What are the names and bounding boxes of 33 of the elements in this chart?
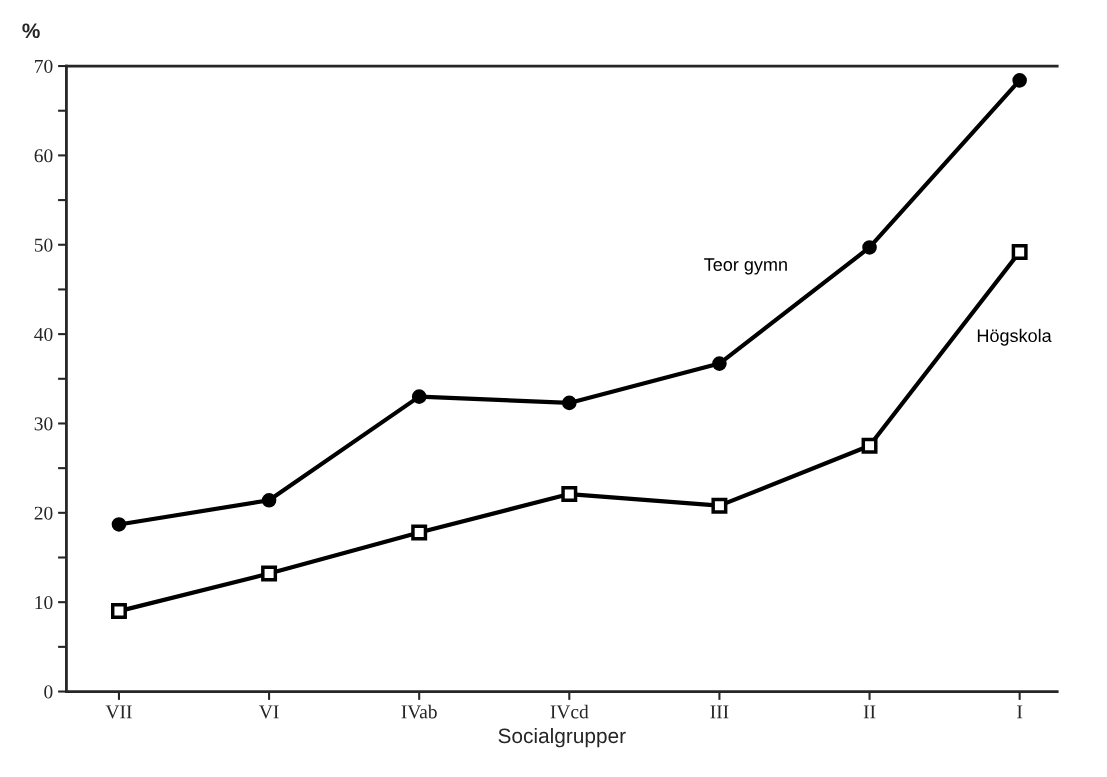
- point: [561, 486, 578, 503]
- x-tick-label: III: [710, 705, 729, 719]
- point: [711, 497, 728, 514]
- point: [111, 517, 127, 532]
- point: [1011, 243, 1028, 260]
- x-tick-label: IVab: [401, 704, 437, 719]
- x-axis-title: Socialgrupper: [498, 727, 626, 748]
- point: [712, 356, 727, 371]
- y-tick-label: 40: [34, 327, 53, 342]
- point: [862, 240, 877, 255]
- y-tick-label: 20: [34, 506, 53, 520]
- x-tick-label: VI: [259, 705, 279, 719]
- x-tick-label: VII: [105, 705, 132, 719]
- point: [411, 524, 428, 541]
- point: [562, 395, 577, 411]
- series-label: Teor gymn: [704, 258, 787, 275]
- y-axis-title: %: [22, 23, 40, 39]
- point: [110, 603, 127, 620]
- y-tick-label: 30: [34, 417, 53, 431]
- x-tick-label: II: [863, 705, 876, 719]
- point: [261, 565, 278, 582]
- series-label: Högskola: [977, 328, 1052, 346]
- point: [261, 493, 277, 508]
- point: [861, 437, 878, 454]
- y-tick-label: 50: [34, 238, 53, 252]
- x-tick-label: I: [1017, 705, 1023, 719]
- y-tick-label: 10: [35, 595, 53, 610]
- point: [1012, 73, 1027, 88]
- y-tick-label: 70: [35, 59, 53, 73]
- y-tick-label: 60: [34, 149, 53, 163]
- x-tick-label: IVcd: [550, 704, 589, 719]
- y-tick-label: 0: [44, 685, 53, 699]
- point: [411, 389, 427, 404]
